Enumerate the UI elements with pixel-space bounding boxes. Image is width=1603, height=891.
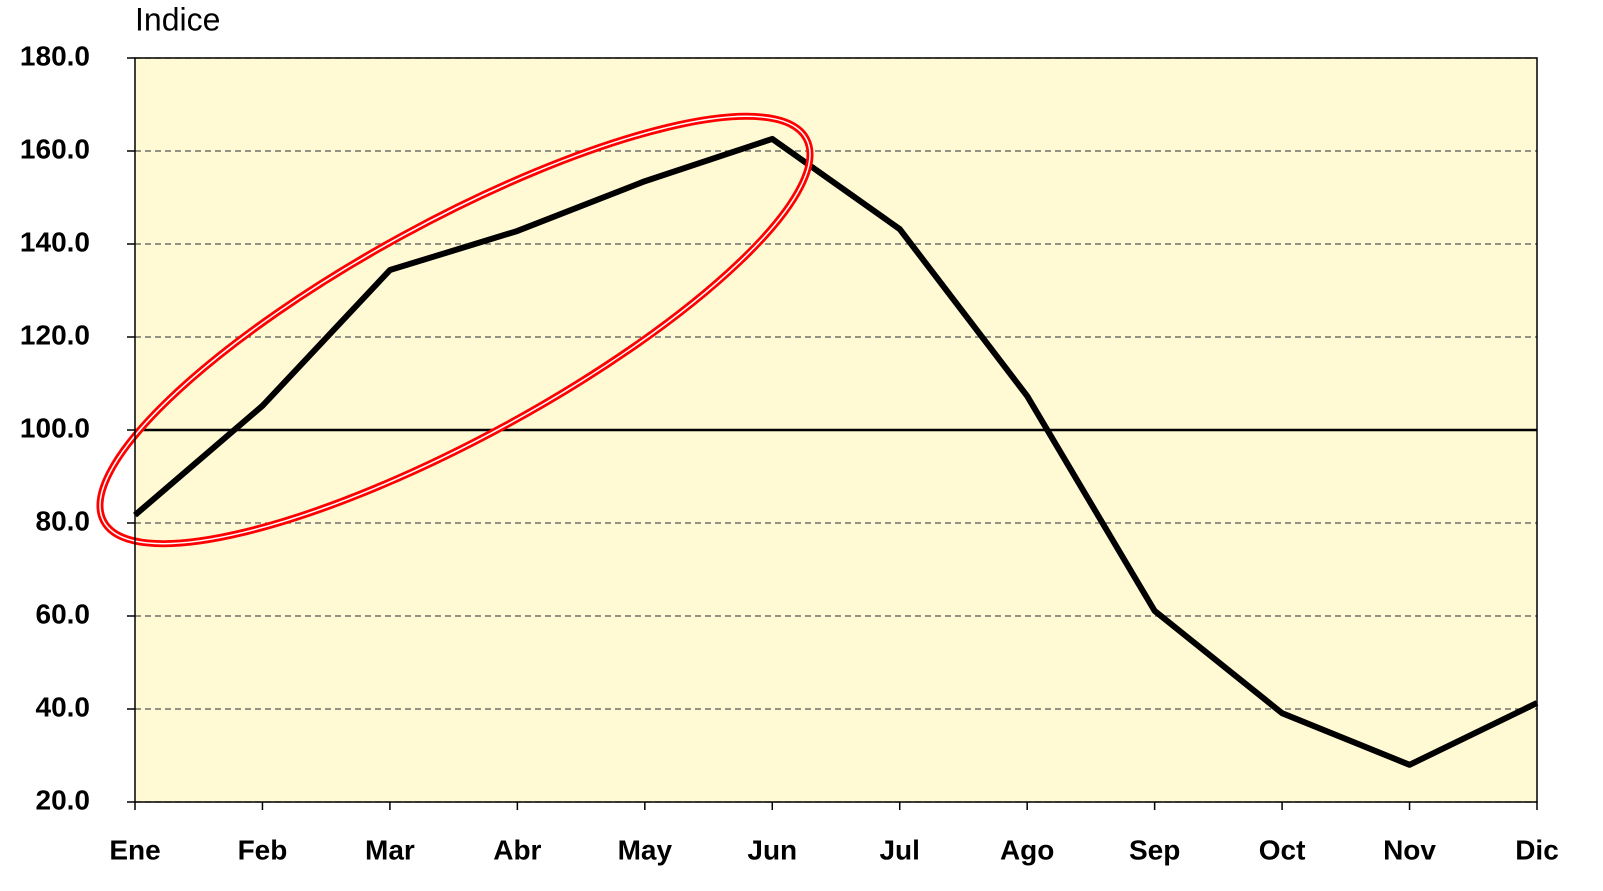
x-tick-label: Ene (109, 834, 160, 865)
y-tick-label: 140.0 (20, 226, 90, 257)
y-tick-label: 120.0 (20, 319, 90, 350)
x-tick-label: Dic (1515, 834, 1559, 865)
x-tick-label: Mar (365, 834, 415, 865)
x-tick-label: Sep (1129, 834, 1180, 865)
x-tick-label: Jun (747, 834, 797, 865)
y-tick-label: 40.0 (36, 691, 91, 722)
y-axis-title: Indice (135, 1, 220, 37)
y-tick-label: 160.0 (20, 133, 90, 164)
x-tick-label: Oct (1259, 834, 1306, 865)
x-tick-label: Feb (238, 834, 288, 865)
y-tick-label: 80.0 (36, 505, 91, 536)
x-tick-label: Nov (1383, 834, 1436, 865)
y-tick-label: 60.0 (36, 598, 91, 629)
y-tick-label: 180.0 (20, 40, 90, 71)
x-tick-label: Jul (879, 834, 919, 865)
data-line (133, 135, 1539, 768)
plot-border (134, 57, 1538, 803)
highlight-ellipse (96, 112, 814, 548)
y-tick-label: 20.0 (36, 784, 91, 815)
x-tick-label: Ago (1000, 834, 1054, 865)
x-tick-label: Abr (493, 834, 541, 865)
y-tick-label: 100.0 (20, 412, 90, 443)
x-tick-label: May (618, 834, 673, 865)
ellipse-inner (99, 115, 811, 545)
